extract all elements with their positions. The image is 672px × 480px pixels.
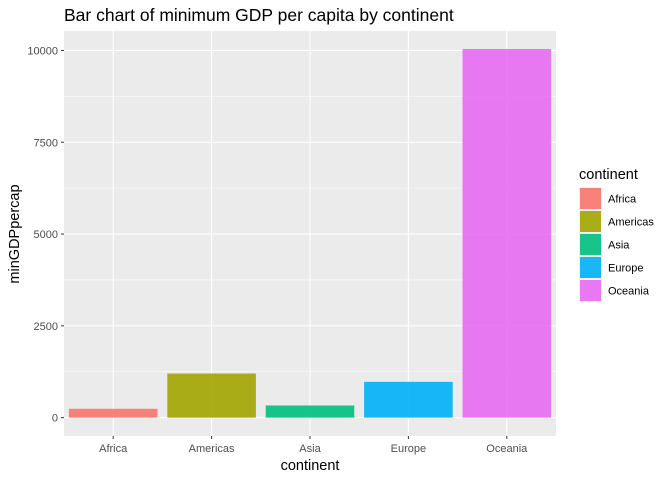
x-axis: Africa Americas Asia Europe Oceania [99,436,528,455]
x-tick-label: Oceania [486,443,528,455]
bar-asia [265,405,355,418]
legend-swatch-americas [580,211,601,232]
bar-oceania [462,48,552,418]
y-tick-label: 0 [52,413,58,425]
y-tick-label: 5000 [34,229,58,241]
legend: continent Africa Americas Asia Europe Oceani… [579,167,654,302]
legend-label: Asia [608,240,630,252]
x-tick-label: Africa [99,443,128,455]
y-tick-label: 2500 [34,321,58,333]
x-axis-title: continent [281,458,340,474]
legend-swatch-europe [580,257,601,278]
x-tick-label: Americas [189,443,235,455]
legend-title: continent [579,167,638,183]
legend-label: Africa [608,194,637,206]
legend-swatch-asia [580,234,601,255]
x-tick-label: Europe [391,443,426,455]
y-axis: 0 2500 5000 7500 10000 [27,45,64,425]
legend-label: Americas [608,217,654,229]
legend-swatch-oceania [580,280,601,301]
bars [68,48,552,418]
legend-label: Europe [608,263,643,275]
legend-swatch-africa [580,188,601,209]
bar-americas [167,373,256,418]
chart-title: Bar chart of minimum GDP per capita by c… [64,5,454,25]
legend-label: Oceania [608,286,650,298]
bar-europe [364,381,453,418]
y-tick-label: 7500 [34,137,58,149]
bar-africa [68,408,158,418]
y-tick-label: 10000 [27,45,58,57]
x-tick-label: Asia [299,443,321,455]
y-axis-title: minGDPpercap [7,184,23,283]
